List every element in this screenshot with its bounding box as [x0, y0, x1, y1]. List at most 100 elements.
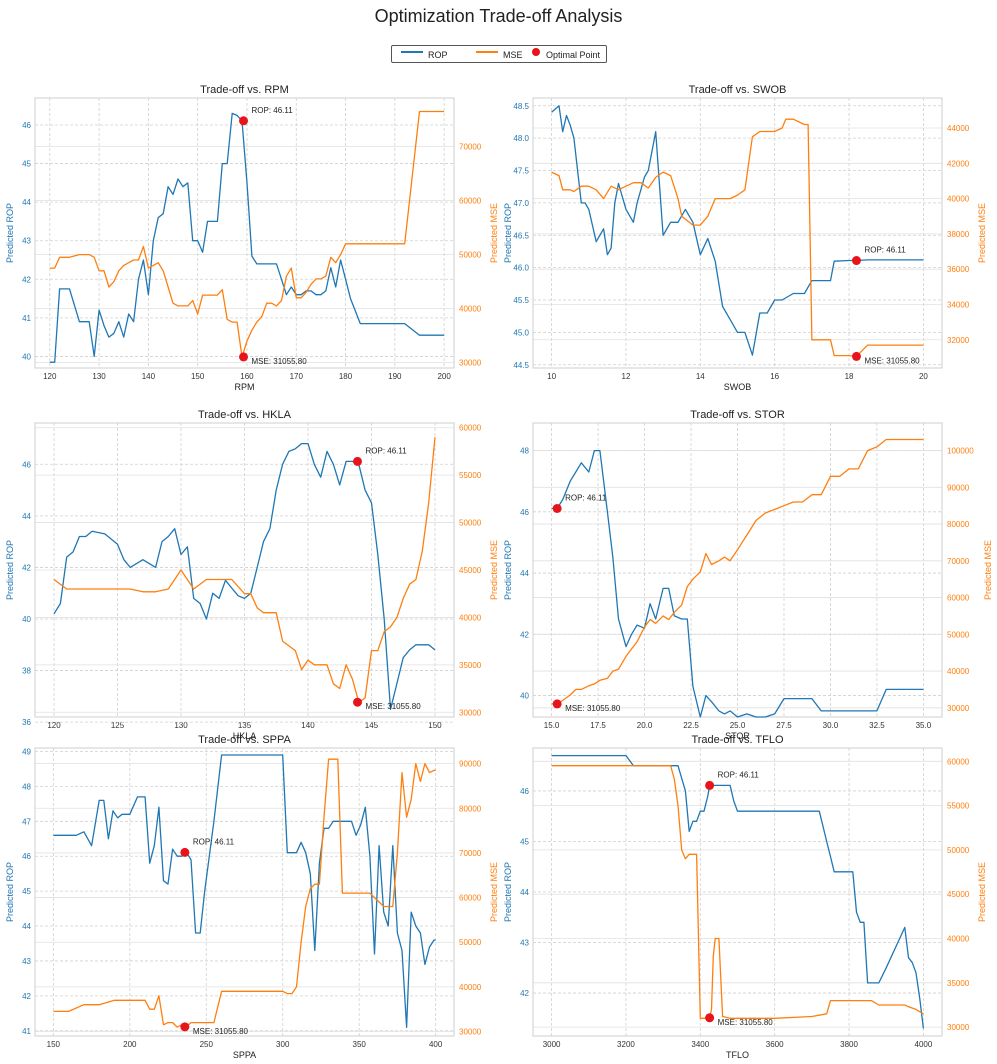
y2-tick-label: 80000 — [947, 520, 970, 529]
rop-series-line — [53, 754, 436, 1028]
mse-optimal-marker — [353, 697, 363, 707]
y-tick-label: 40 — [22, 615, 31, 624]
y-tick-label: 46.5 — [513, 231, 529, 240]
mse-optimal-marker — [552, 699, 562, 709]
y2-tick-label: 50000 — [459, 519, 482, 528]
mse-series-line — [551, 118, 924, 358]
x-axis-label: TFLO — [726, 1050, 749, 1060]
x-tick-label: 35.0 — [916, 721, 932, 730]
x-tick-label: 3400 — [691, 1040, 709, 1049]
y2-tick-label: 40000 — [947, 195, 970, 204]
x-tick-label: 400 — [429, 1040, 443, 1049]
x-tick-label: 18 — [845, 372, 854, 381]
rop-optimal-label: ROP: 46.11 — [252, 106, 294, 115]
y-tick-label: 45 — [22, 160, 31, 169]
x-tick-label: 20 — [919, 372, 928, 381]
x-axis-label: RPM — [235, 382, 255, 392]
rop-optimal-label: ROP: 46.11 — [718, 770, 760, 779]
x-tick-label: 140 — [301, 721, 315, 730]
legend-rop-line — [401, 51, 423, 53]
plot-frame — [34, 422, 455, 718]
y2-axis-label: Predicted MSE — [489, 540, 499, 600]
subplot-3: 120 125 130 135 140 145 150 36 38 40 42 44 46 30000 35… — [5, 409, 499, 741]
subplot-title: Trade-off vs. TFLO — [691, 734, 784, 746]
y-tick-label: 44 — [520, 888, 529, 897]
x-tick-label: 350 — [353, 1040, 367, 1049]
y2-tick-label: 70000 — [459, 849, 482, 858]
mse-optimal-label: MSE: 31055.80 — [565, 704, 621, 713]
y-tick-label: 36 — [22, 718, 31, 727]
x-axis-label: SWOB — [724, 382, 752, 392]
y-tick-label: 46 — [22, 121, 31, 130]
x-tick-label: 3000 — [543, 1040, 561, 1049]
y-tick-label: 45.0 — [513, 328, 529, 337]
subplot-2: 10 12 14 16 18 20 44.5 45.0 45.5 46.0 46.5 47.0 47.5… — [503, 84, 987, 392]
x-tick-label: 27.5 — [776, 721, 792, 730]
y2-tick-label: 60000 — [947, 757, 970, 766]
rop-optimal-marker — [353, 456, 363, 466]
y2-tick-label: 42000 — [947, 159, 970, 168]
y2-tick-label: 34000 — [947, 300, 970, 309]
legend-rop-label: ROP — [428, 50, 448, 60]
y-tick-label: 42 — [520, 630, 529, 639]
mse-optimal-label: MSE: 31055.80 — [193, 1027, 249, 1036]
subplot-5: 150 200 250 300 350 400 41 42 43 44 45 46 47 48 49 3000… — [5, 734, 499, 1060]
y2-tick-label: 90000 — [459, 760, 482, 769]
y2-tick-label: 50000 — [947, 846, 970, 855]
x-tick-label: 120 — [43, 372, 57, 381]
y2-tick-label: 35000 — [947, 979, 970, 988]
y-tick-label: 48.0 — [513, 134, 529, 143]
mse-optimal-label: MSE: 31055.80 — [864, 356, 920, 365]
y-axis-label: Predicted ROP — [503, 540, 513, 600]
y2-tick-label: 60000 — [459, 424, 482, 433]
y-tick-label: 43 — [22, 957, 31, 966]
y-tick-label: 44 — [22, 198, 31, 207]
rop-optimal-label: ROP: 46.11 — [565, 493, 607, 502]
x-tick-label: 17.5 — [590, 721, 606, 730]
y-axis-label: Predicted ROP — [5, 203, 15, 263]
mse-optimal-marker — [851, 351, 861, 361]
y2-tick-label: 36000 — [947, 265, 970, 274]
y2-tick-label: 50000 — [459, 251, 482, 260]
x-tick-label: 190 — [388, 372, 402, 381]
mse-optimal-label: MSE: 31055.80 — [718, 1018, 774, 1027]
legend-mse-line — [476, 51, 498, 53]
y2-axis-label: Predicted MSE — [489, 862, 499, 922]
mse-optimal-marker — [705, 1013, 715, 1023]
y2-tick-label: 45000 — [947, 890, 970, 899]
y2-tick-label: 60000 — [459, 197, 482, 206]
y-tick-label: 47.5 — [513, 167, 529, 176]
subplot-4: 15.0 17.5 20.0 22.5 25.0 27.5 30.0 32.5 35.0 40 42… — [503, 409, 993, 741]
x-tick-label: 3600 — [766, 1040, 784, 1049]
y2-tick-label: 70000 — [947, 557, 970, 566]
x-tick-label: 3800 — [840, 1040, 858, 1049]
y-tick-label: 48 — [520, 447, 529, 456]
x-tick-label: 140 — [142, 372, 156, 381]
rop-series-line — [551, 449, 924, 718]
plot-frame — [532, 97, 943, 369]
x-tick-label: 14 — [696, 372, 705, 381]
rop-optimal-marker — [239, 116, 249, 126]
y2-tick-label: 40000 — [459, 983, 482, 992]
mse-optimal-marker — [239, 352, 249, 362]
y2-tick-label: 100000 — [947, 447, 974, 456]
rop-optimal-marker — [552, 503, 562, 513]
mse-series-line — [53, 437, 436, 703]
y2-tick-label: 70000 — [459, 143, 482, 152]
rop-optimal-marker — [851, 256, 861, 266]
subplot-title: Trade-off vs. HKLA — [198, 409, 292, 421]
plot-frame — [34, 747, 455, 1037]
y2-tick-label: 60000 — [947, 594, 970, 603]
x-tick-label: 20.0 — [637, 721, 653, 730]
y-tick-label: 46 — [22, 460, 31, 469]
y-axis-label: Predicted ROP — [503, 862, 513, 922]
y2-tick-label: 50000 — [459, 938, 482, 947]
rop-optimal-label: ROP: 46.11 — [864, 246, 906, 255]
y2-axis-label: Predicted MSE — [489, 203, 499, 263]
y-tick-label: 46 — [520, 508, 529, 517]
rop-optimal-label: ROP: 46.11 — [366, 446, 408, 455]
legend-mse-label: MSE — [503, 50, 523, 60]
rop-optimal-marker — [705, 780, 715, 790]
y-tick-label: 45 — [520, 837, 529, 846]
